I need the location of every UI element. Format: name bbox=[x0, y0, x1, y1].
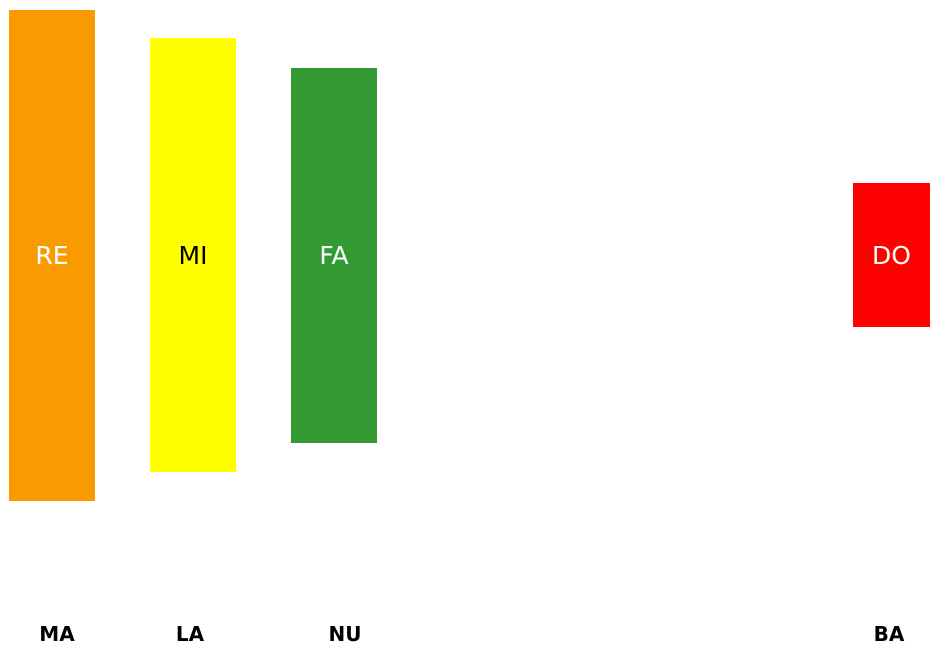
note-block[interactable]: RE bbox=[9, 10, 95, 501]
note-block[interactable]: FA bbox=[291, 68, 377, 443]
note-block[interactable]: MI bbox=[150, 38, 236, 472]
column-label: MA bbox=[39, 622, 75, 646]
column-label: NU bbox=[328, 622, 362, 646]
column-label: LA bbox=[175, 622, 205, 646]
note-block[interactable]: DO bbox=[853, 183, 930, 327]
column-label: BA bbox=[873, 622, 905, 646]
